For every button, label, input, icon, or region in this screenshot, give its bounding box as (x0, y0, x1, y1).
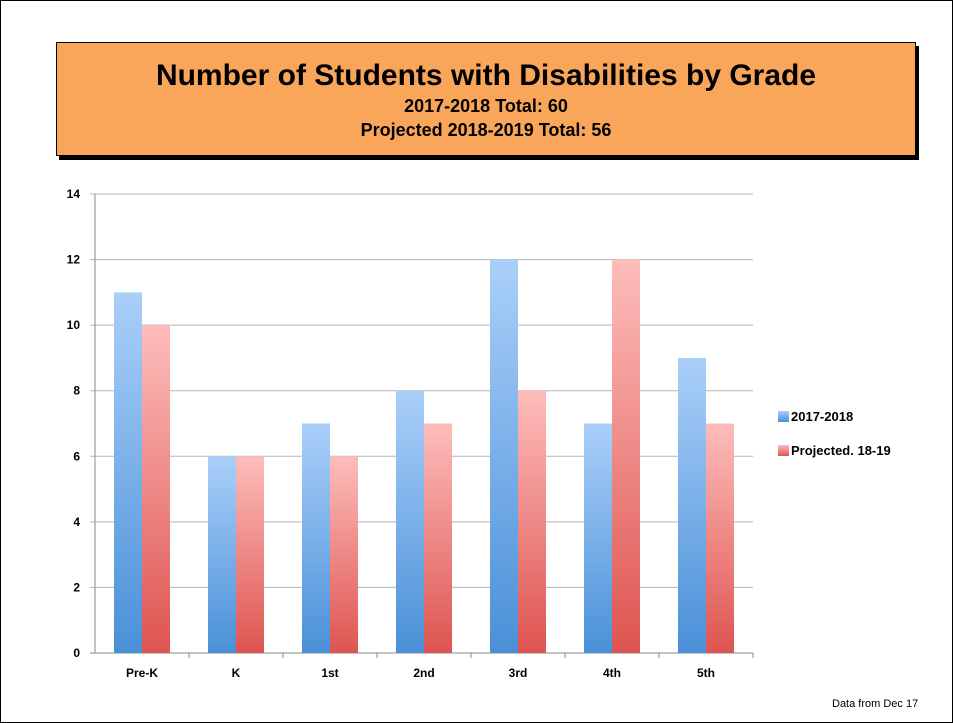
x-tick-label: Pre-K (126, 666, 158, 680)
x-tick-label: K (232, 666, 241, 680)
footnote: Data from Dec 17 (832, 698, 919, 710)
bars (114, 259, 734, 653)
y-tick-label: 2 (73, 580, 80, 594)
x-tick-label: 4th (603, 666, 621, 680)
chart-title: Number of Students with Disabilities by … (155, 59, 817, 92)
x-tick-label: 1st (321, 666, 338, 680)
bar-series-2 (612, 259, 640, 653)
bar-series-2 (236, 456, 264, 653)
bar-series-1 (678, 357, 706, 653)
legend-label-series-1: 2017-2018 (791, 408, 854, 424)
y-tick-label: 4 (73, 515, 80, 529)
bar-series-1 (208, 456, 236, 653)
y-tick-label: 0 (73, 646, 80, 660)
bar-series-2 (142, 325, 170, 653)
bar-series-1 (490, 259, 518, 653)
bar-series-1 (114, 292, 142, 653)
y-tick-label: 12 (67, 253, 81, 267)
chart-subtitle-current-total: 2017-2018 Total: 60 (404, 96, 568, 116)
y-tick-label: 8 (73, 384, 80, 398)
y-tick-label: 14 (67, 187, 81, 201)
bar-series-1 (396, 390, 424, 653)
x-tick-label: 3rd (509, 666, 528, 680)
legend-swatch-series-1 (778, 410, 789, 422)
bar-series-1 (584, 423, 612, 653)
title-banner: Number of Students with Disabilities by … (56, 42, 916, 156)
legend: 2017-2018 Projected. 18-19 (778, 408, 891, 476)
chart-subtitle-projected-total: Projected 2018-2019 Total: 56 (360, 120, 612, 140)
legend-label-series-2: Projected. 18-19 (791, 442, 891, 458)
bar-series-2 (706, 423, 734, 653)
axis-labels: 0 2 4 6 8 10 12 14 Pre-K K 1st 2nd 3rd 4th 5th (67, 187, 715, 680)
y-tick-label: 10 (67, 318, 81, 332)
legend-swatch-series-2 (778, 444, 789, 456)
x-tick-label: 2nd (413, 666, 434, 680)
bar-series-2 (424, 423, 452, 653)
bar-series-2 (518, 390, 546, 653)
legend-item-series-2: Projected. 18-19 (778, 442, 891, 458)
x-tick-label: 5th (697, 666, 715, 680)
bar-series-2 (330, 456, 358, 653)
bar-series-1 (302, 423, 330, 653)
legend-item-series-1: 2017-2018 (778, 408, 891, 424)
y-tick-label: 6 (73, 449, 80, 463)
